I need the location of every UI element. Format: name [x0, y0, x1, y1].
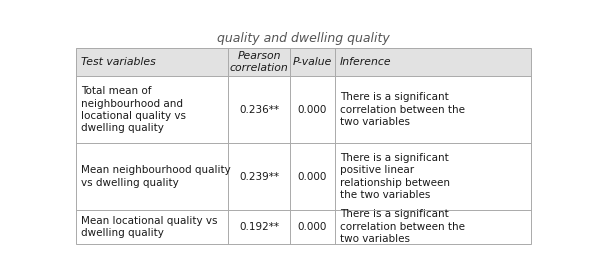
Text: Inference: Inference: [340, 57, 391, 67]
Text: Total mean of
neighbourhood and
locational quality vs
dwelling quality: Total mean of neighbourhood and location…: [81, 86, 186, 133]
Text: 0.000: 0.000: [298, 105, 327, 115]
Text: There is a significant
correlation between the
two variables: There is a significant correlation betwe…: [340, 92, 465, 127]
Text: P-value: P-value: [293, 57, 332, 67]
Text: quality and dwelling quality: quality and dwelling quality: [217, 32, 390, 45]
Bar: [76, 48, 530, 76]
Text: Mean neighbourhood quality
vs dwelling quality: Mean neighbourhood quality vs dwelling q…: [81, 165, 231, 188]
Text: 0.236**: 0.236**: [239, 105, 279, 115]
Text: Mean locational quality vs
dwelling quality: Mean locational quality vs dwelling qual…: [81, 216, 217, 238]
Text: 0.239**: 0.239**: [239, 172, 279, 182]
Text: Pearson
correlation: Pearson correlation: [230, 51, 288, 73]
Text: 0.192**: 0.192**: [239, 222, 279, 232]
Text: There is a significant
correlation between the
two variables: There is a significant correlation betwe…: [340, 209, 465, 244]
Text: 0.000: 0.000: [298, 222, 327, 232]
Text: Test variables: Test variables: [81, 57, 156, 67]
Text: There is a significant
positive linear
relationship between
the two variables: There is a significant positive linear r…: [340, 153, 450, 200]
Text: 0.000: 0.000: [298, 172, 327, 182]
